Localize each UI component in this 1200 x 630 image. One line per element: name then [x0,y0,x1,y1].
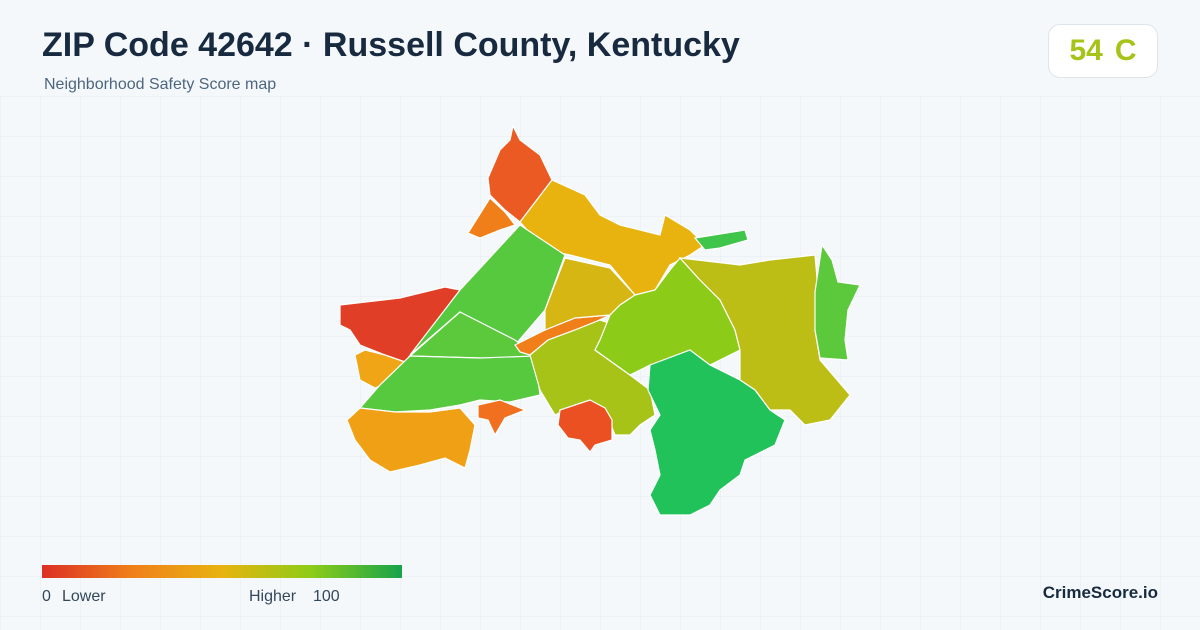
region [358,355,541,413]
score-badge: 54 C [1048,24,1158,78]
region [477,399,527,437]
legend-gradient [42,565,402,578]
region [814,243,861,361]
region [678,254,851,426]
region [557,399,613,453]
region [693,229,749,251]
region [346,407,476,473]
score-value: 54 [1069,34,1103,67]
score-grade: C [1114,34,1137,67]
region [647,349,786,516]
legend-min-label: Lower [62,588,106,605]
subtitle: Neighborhood Safety Score map [44,76,277,93]
zip-regions [339,124,861,516]
region [467,197,516,239]
brand: CrimeScore.io [1042,583,1158,602]
region [487,124,553,223]
title: ZIP Code 42642 · Russell County, Kentuck… [42,26,740,64]
legend-min: 0 [42,588,51,605]
legend-max-label: Higher [249,588,297,605]
legend-max: 100 [313,588,340,605]
